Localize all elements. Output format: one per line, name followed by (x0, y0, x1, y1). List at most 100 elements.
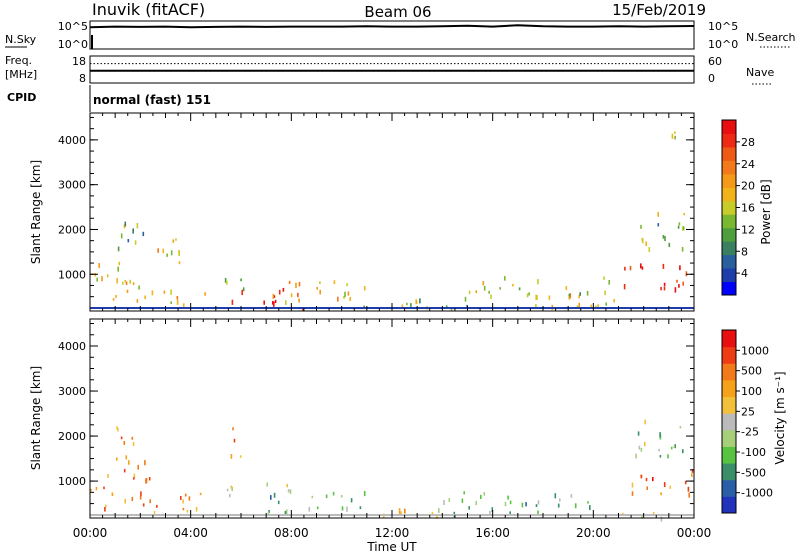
range-cell (188, 496, 191, 501)
range-cell (136, 299, 139, 303)
range-cell (657, 223, 660, 227)
range-cell (691, 473, 693, 477)
colorbar-tick-label: 12 (741, 223, 755, 236)
range-cell (631, 482, 634, 488)
range-cell (569, 293, 572, 299)
power-colorbar-label: Power [dB] (759, 179, 773, 244)
range-cell (104, 507, 106, 512)
range-cell (131, 496, 134, 502)
range-cell (662, 235, 665, 239)
nsky-left-tick-bottom: 10^0 (58, 38, 88, 51)
range-cell (483, 285, 486, 291)
range-cell (124, 221, 127, 227)
range-cell (624, 266, 626, 271)
nsky-label: N.Sky (5, 33, 37, 46)
y-tick-label: 1000 (58, 475, 86, 488)
range-cell (233, 438, 236, 443)
colorbar-swatch (722, 173, 736, 188)
range-cell (182, 499, 184, 504)
range-cell (151, 290, 154, 296)
x-tick-label: 04:00 (173, 526, 208, 540)
range-cell (340, 495, 343, 498)
range-cell (691, 469, 694, 473)
range-cell (645, 477, 648, 482)
range-cell (298, 298, 300, 303)
range-cell (673, 445, 675, 449)
range-cell (111, 492, 114, 497)
range-cell (445, 305, 448, 308)
range-cell (489, 510, 491, 515)
range-cell (663, 482, 666, 488)
colorbar-swatch (722, 268, 736, 283)
range-cell (163, 290, 166, 294)
colorbar-swatch (722, 363, 736, 381)
range-cell (268, 510, 270, 513)
range-cell (325, 494, 328, 499)
date-title: 15/Feb/2019 (612, 1, 706, 19)
range-cell (178, 261, 181, 265)
range-cell (184, 493, 187, 497)
range-cell (660, 287, 662, 291)
range-cell (126, 289, 129, 293)
range-cell (240, 278, 242, 282)
range-cell (125, 281, 128, 285)
range-cell (644, 441, 646, 447)
range-cell (682, 281, 684, 286)
range-cell (475, 290, 478, 294)
range-cell (349, 296, 351, 302)
colorbar-swatch (722, 160, 736, 175)
range-cell (290, 293, 293, 298)
range-cell (286, 483, 288, 488)
range-cell (518, 287, 521, 291)
range-cell (663, 287, 666, 291)
range-cell (678, 222, 681, 226)
colorbar-tick-label: 500 (741, 365, 762, 378)
range-cell (120, 436, 123, 440)
range-cell (289, 489, 292, 494)
range-cell (123, 441, 126, 445)
range-cell (186, 509, 189, 513)
range-cell (132, 228, 134, 234)
range-cell (464, 296, 467, 302)
range-cell (623, 284, 626, 290)
range-cell (526, 293, 529, 298)
range-cell (557, 503, 560, 508)
range-cell (132, 442, 135, 447)
colorbar-swatch (722, 254, 736, 269)
range-cell (229, 494, 231, 498)
range-cell (491, 507, 494, 513)
range-cell (123, 468, 126, 473)
range-cell (570, 494, 573, 498)
cpid-row: CPID normal (fast) 151 (7, 85, 211, 112)
range-cell (644, 419, 646, 425)
range-cell (537, 500, 540, 505)
range-cell (282, 287, 285, 292)
range-cell (107, 473, 109, 478)
power-colorbar: 4 8 12 16 20 24 28 (721, 119, 755, 296)
range-cell (120, 233, 123, 239)
range-cell (410, 303, 412, 308)
colorbar-tick-label: -1000 (741, 487, 773, 500)
range-cell (96, 277, 98, 282)
range-cell (482, 281, 485, 286)
range-cell (274, 299, 277, 304)
range-cell (319, 289, 321, 295)
range-cell (528, 292, 530, 296)
range-cell (652, 511, 655, 516)
range-cell (145, 478, 147, 484)
range-cell (105, 504, 107, 508)
range-cell (586, 290, 589, 296)
range-cell (504, 276, 506, 281)
range-cell (679, 265, 681, 271)
range-cell (613, 298, 615, 303)
range-cell (231, 299, 234, 305)
beam-title: Beam 06 (364, 3, 431, 21)
colorbar-tick-label: 24 (741, 158, 755, 171)
range-cell (272, 293, 275, 299)
x-tick-label: 20:00 (576, 526, 611, 540)
range-cell (346, 283, 348, 287)
range-cell (224, 277, 227, 283)
range-cell (603, 276, 605, 280)
colorbar-tick-label: 1000 (741, 344, 769, 357)
